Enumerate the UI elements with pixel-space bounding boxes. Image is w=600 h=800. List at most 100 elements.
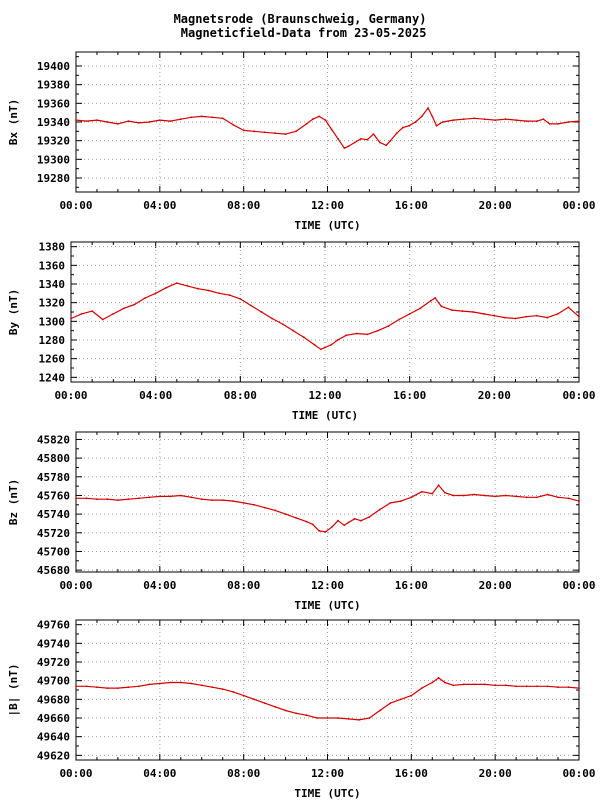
x-tick-label: 20:00	[479, 199, 512, 212]
x-tick-label: 12:00	[308, 389, 341, 402]
y-tick-label: 1340	[39, 278, 66, 291]
x-tick-label: 08:00	[227, 767, 260, 780]
data-point	[232, 691, 235, 693]
x-axis-label: TIME (UTC)	[294, 787, 360, 800]
data-point	[345, 334, 348, 337]
x-tick-label: 00:00	[562, 389, 595, 402]
x-tick-label: 00:00	[59, 767, 92, 780]
data-point	[179, 681, 182, 684]
x-tick-label: 00:00	[562, 199, 595, 212]
chart-title-block: Magnetsrode (Braunschweig, Germany) Magn…	[0, 12, 600, 40]
y-tick-label: 49700	[37, 675, 70, 688]
y-tick-label: 45780	[37, 471, 70, 484]
data-point	[389, 702, 392, 704]
chart-panel-3: 00:00 04:00 08:00 12:00 16:00 20:00 00:00 45680…	[7, 431, 596, 612]
data-point	[158, 495, 161, 498]
data-point	[284, 709, 287, 712]
data-series-line	[76, 484, 580, 533]
data-point	[347, 718, 350, 720]
data-point	[462, 494, 465, 497]
x-tick-label: 04:00	[143, 579, 176, 592]
data-point	[200, 684, 203, 687]
x-tick-label: 08:00	[224, 389, 257, 402]
chart-title-line1: Magnetsrode (Braunschweig, Germany)	[173, 12, 427, 26]
data-point	[284, 513, 287, 515]
data-point	[343, 524, 346, 527]
data-point	[197, 287, 199, 290]
data-point	[179, 494, 182, 497]
data-point	[389, 139, 392, 142]
x-tick-label: 16:00	[393, 389, 426, 402]
data-point	[353, 517, 356, 520]
data-point	[127, 120, 130, 122]
x-tick-label: 12:00	[311, 199, 344, 212]
data-point	[578, 687, 580, 689]
data-point	[305, 714, 308, 717]
data-point	[567, 686, 570, 689]
data-point	[462, 118, 465, 121]
data-point	[295, 130, 297, 133]
data-point	[179, 118, 182, 121]
data-point	[360, 519, 362, 522]
data-point	[525, 120, 528, 122]
data-point	[546, 493, 549, 496]
data-point	[431, 115, 434, 118]
data-point	[444, 491, 446, 494]
data-point	[263, 506, 266, 509]
data-point	[434, 297, 436, 299]
y-tick-label: 19300	[37, 153, 70, 166]
y-tick-label: 1380	[39, 241, 66, 254]
data-point	[557, 686, 559, 689]
y-tick-label: 49680	[37, 693, 70, 706]
data-point	[368, 516, 371, 518]
data-point	[75, 119, 77, 121]
data-point	[253, 130, 256, 133]
data-point	[546, 685, 549, 688]
data-point	[295, 712, 297, 715]
y-tick-label: 1280	[39, 334, 66, 347]
data-point	[324, 346, 326, 349]
data-point	[410, 694, 413, 697]
data-point	[437, 484, 440, 487]
x-axis-label: TIME (UTC)	[292, 409, 358, 422]
data-series-line	[76, 677, 580, 721]
data-point	[144, 297, 147, 299]
data-point	[106, 498, 109, 501]
data-point	[385, 144, 388, 147]
data-point	[85, 120, 88, 122]
x-tick-label: 00:00	[562, 579, 595, 592]
x-tick-label: 04:00	[143, 199, 176, 212]
data-point	[302, 336, 305, 339]
data-point	[271, 317, 273, 320]
x-tick-label: 20:00	[479, 767, 512, 780]
data-point	[138, 685, 140, 688]
y-tick-label: 49640	[37, 731, 70, 744]
data-point	[80, 313, 83, 315]
data-point	[313, 343, 316, 346]
y-axis-label: |B| (nT)	[7, 664, 20, 717]
data-point	[483, 494, 486, 497]
data-point	[337, 137, 339, 140]
data-point	[525, 685, 528, 688]
y-tick-label: 45700	[37, 545, 70, 558]
data-point	[387, 325, 390, 327]
data-point	[337, 717, 339, 719]
x-tick-label: 16:00	[395, 579, 428, 592]
data-point	[324, 119, 327, 121]
data-point	[127, 686, 130, 689]
data-point	[536, 120, 538, 122]
data-point	[148, 121, 151, 123]
data-point	[504, 118, 507, 121]
data-point	[347, 521, 350, 524]
data-point	[242, 502, 245, 504]
data-point	[542, 118, 545, 121]
data-point	[461, 310, 464, 312]
data-point	[190, 682, 193, 685]
y-tick-label: 1320	[39, 297, 66, 310]
data-point	[400, 500, 402, 502]
y-tick-label: 45680	[37, 564, 70, 577]
x-tick-label: 04:00	[143, 767, 176, 780]
data-point	[483, 683, 486, 686]
y-tick-label: 49620	[37, 749, 70, 762]
